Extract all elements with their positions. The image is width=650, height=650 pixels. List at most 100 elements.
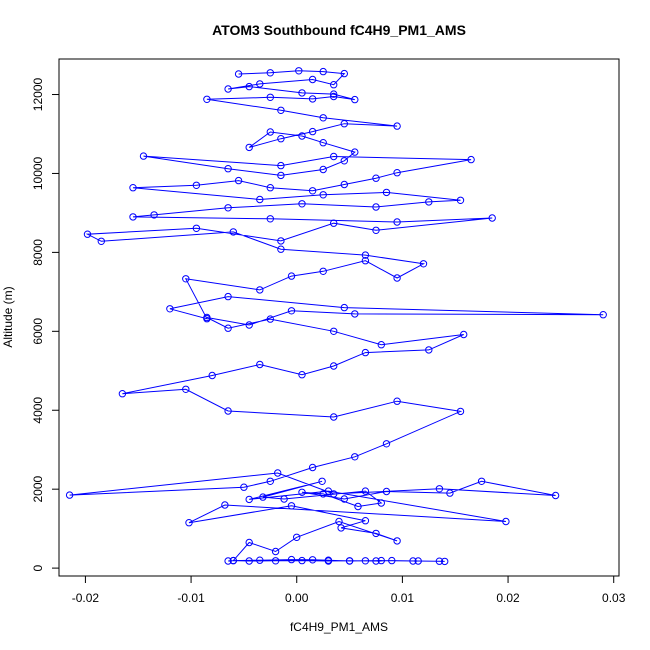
data-point bbox=[435, 557, 444, 565]
data-point bbox=[354, 502, 362, 511]
x-tick-label: 0.00 bbox=[285, 591, 309, 605]
data-point bbox=[425, 198, 433, 206]
data-point bbox=[319, 490, 327, 498]
data-point bbox=[271, 547, 280, 556]
data-point bbox=[330, 81, 338, 89]
data-point bbox=[340, 495, 348, 503]
data-point bbox=[456, 407, 465, 416]
data-point bbox=[393, 169, 401, 177]
data-point bbox=[234, 70, 243, 78]
data-point bbox=[224, 324, 232, 332]
data-point bbox=[377, 341, 385, 349]
data-point bbox=[319, 67, 327, 76]
data-point bbox=[393, 274, 401, 282]
data-point bbox=[393, 397, 401, 405]
x-tick-label: -0.01 bbox=[177, 591, 205, 605]
data-point bbox=[271, 557, 280, 565]
chart-title: ATOM3 Southbound fC4H9_PM1_AMS bbox=[212, 22, 466, 38]
data-point bbox=[456, 196, 465, 205]
data-point bbox=[224, 165, 232, 173]
data-point bbox=[330, 327, 338, 335]
data-point bbox=[139, 152, 148, 160]
data-point bbox=[351, 95, 359, 104]
data-point bbox=[319, 267, 327, 275]
data-point bbox=[129, 213, 137, 221]
data-point bbox=[377, 556, 385, 565]
data-point bbox=[256, 195, 264, 204]
data-point bbox=[393, 537, 401, 545]
y-tick-label: 4000 bbox=[31, 397, 45, 424]
data-point bbox=[203, 95, 211, 104]
data-point bbox=[308, 75, 317, 84]
data-point bbox=[340, 157, 348, 165]
x-tick-label: 0.02 bbox=[496, 591, 520, 605]
data-point bbox=[372, 529, 380, 538]
data-point bbox=[330, 490, 338, 498]
data-point bbox=[298, 488, 306, 496]
data-point bbox=[409, 557, 417, 565]
data-point bbox=[277, 161, 285, 170]
data-point bbox=[224, 557, 232, 565]
data-point bbox=[97, 237, 106, 246]
data-point bbox=[345, 557, 354, 565]
data-point bbox=[382, 487, 391, 496]
data-point bbox=[372, 557, 380, 565]
data-point bbox=[361, 517, 370, 525]
data-point bbox=[361, 557, 370, 565]
x-tick-label: 0.01 bbox=[391, 591, 415, 605]
data-point bbox=[150, 211, 158, 219]
data-point bbox=[245, 557, 253, 565]
y-tick-label: 10000 bbox=[31, 156, 45, 190]
data-point bbox=[351, 453, 359, 461]
x-axis-label: fC4H9_PM1_AMS bbox=[290, 620, 388, 634]
data-point bbox=[382, 188, 391, 197]
data-point bbox=[330, 152, 338, 161]
data-point bbox=[65, 491, 74, 499]
data-point bbox=[351, 310, 359, 318]
data-point bbox=[208, 371, 216, 380]
data-point bbox=[266, 128, 274, 136]
data-point bbox=[388, 556, 396, 565]
data-point bbox=[245, 495, 253, 504]
data-point bbox=[393, 122, 401, 130]
data-point bbox=[259, 493, 267, 501]
data-point bbox=[224, 85, 232, 93]
data-point bbox=[229, 228, 238, 236]
y-tick-label: 12000 bbox=[31, 78, 45, 112]
data-point bbox=[419, 260, 428, 268]
data-point bbox=[166, 305, 174, 313]
data-point bbox=[129, 184, 137, 192]
data-point bbox=[277, 245, 285, 253]
y-tick-label: 2000 bbox=[31, 476, 45, 503]
data-point bbox=[425, 346, 433, 354]
data-point bbox=[266, 315, 274, 323]
data-point bbox=[460, 330, 468, 339]
data-point bbox=[245, 538, 253, 547]
data-point bbox=[245, 82, 253, 91]
data-point bbox=[274, 469, 282, 477]
data-point bbox=[330, 219, 338, 227]
data-point bbox=[221, 501, 229, 509]
data-point bbox=[372, 174, 380, 182]
y-tick-label: 0 bbox=[31, 564, 45, 571]
data-point bbox=[308, 187, 317, 195]
data-point bbox=[361, 348, 370, 357]
y-axis-label: Altitude (m) bbox=[1, 286, 15, 347]
data-point bbox=[266, 69, 274, 77]
data-layer bbox=[65, 67, 607, 566]
data-point bbox=[266, 184, 274, 192]
data-point bbox=[351, 148, 359, 156]
data-point bbox=[277, 135, 285, 143]
data-point bbox=[330, 92, 338, 101]
data-point bbox=[287, 555, 296, 564]
data-point bbox=[361, 257, 370, 265]
data-point bbox=[224, 292, 232, 301]
data-point bbox=[266, 93, 274, 102]
data-point bbox=[245, 143, 253, 152]
data-point bbox=[224, 204, 232, 212]
y-tick-label: 6000 bbox=[31, 318, 45, 345]
data-point bbox=[277, 106, 285, 115]
data-point bbox=[240, 483, 248, 491]
data-point bbox=[245, 321, 253, 329]
data-point bbox=[224, 407, 232, 415]
